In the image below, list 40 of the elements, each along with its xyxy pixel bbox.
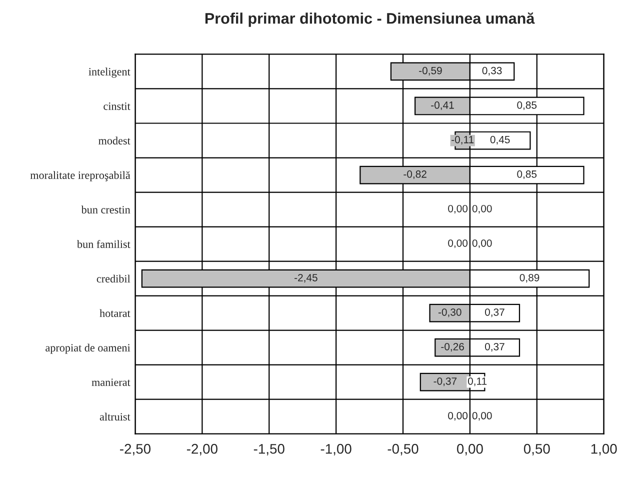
- data-label: 0,00: [448, 204, 468, 214]
- data-label: -0,59: [419, 66, 442, 76]
- y-tick-label: manierat: [92, 378, 130, 386]
- data-label: 0,85: [517, 170, 537, 180]
- y-tick-label: modest: [98, 136, 130, 144]
- data-label: 0,33: [482, 66, 502, 76]
- x-tick-label: -0,50: [388, 444, 418, 456]
- data-label: 0,37: [484, 342, 504, 352]
- x-tick-label: 0,00: [456, 444, 483, 456]
- x-tick-label: -1,50: [254, 444, 284, 456]
- data-label: 0,00: [472, 239, 492, 248]
- chart-title: Profil primar dihotomic - Dimensiunea umană: [205, 12, 535, 27]
- y-tick-label: credibil: [96, 274, 130, 283]
- y-tick-label: bun familist: [76, 240, 130, 248]
- x-tick-label: -2,00: [186, 444, 218, 456]
- y-tick-label: cinstit: [104, 102, 130, 110]
- data-label: -0,37: [434, 377, 457, 386]
- data-label: 0,89: [520, 274, 540, 283]
- y-tick-label: apropiat de oameni: [46, 344, 130, 354]
- data-label: 0,00: [472, 412, 492, 421]
- data-label: 0,85: [517, 101, 537, 110]
- y-tick-label: hotarat: [100, 309, 130, 318]
- x-tick-label: -1,00: [320, 444, 352, 456]
- data-label: 0,37: [484, 308, 504, 318]
- data-label: -0,82: [404, 170, 426, 180]
- data-label: -0,41: [431, 101, 454, 110]
- y-tick-label: bun crestin: [81, 206, 130, 214]
- x-tick-label: 1,00: [591, 444, 617, 456]
- data-label: 0,00: [448, 239, 468, 248]
- data-label: 0,00: [448, 412, 468, 421]
- x-tick-label: -2,50: [120, 444, 151, 456]
- x-tick-label: 0,50: [524, 444, 550, 456]
- y-tick-label: altruist: [100, 412, 130, 421]
- data-label: -0,26: [441, 342, 464, 352]
- data-label: -0,30: [438, 308, 462, 318]
- data-label: -2,45: [294, 274, 318, 283]
- y-tick-label: moralitate ireproşabilă: [30, 171, 130, 182]
- data-label: 0,45: [490, 136, 510, 145]
- data-label: 0,00: [472, 204, 492, 214]
- y-tick-label: inteligent: [88, 68, 130, 78]
